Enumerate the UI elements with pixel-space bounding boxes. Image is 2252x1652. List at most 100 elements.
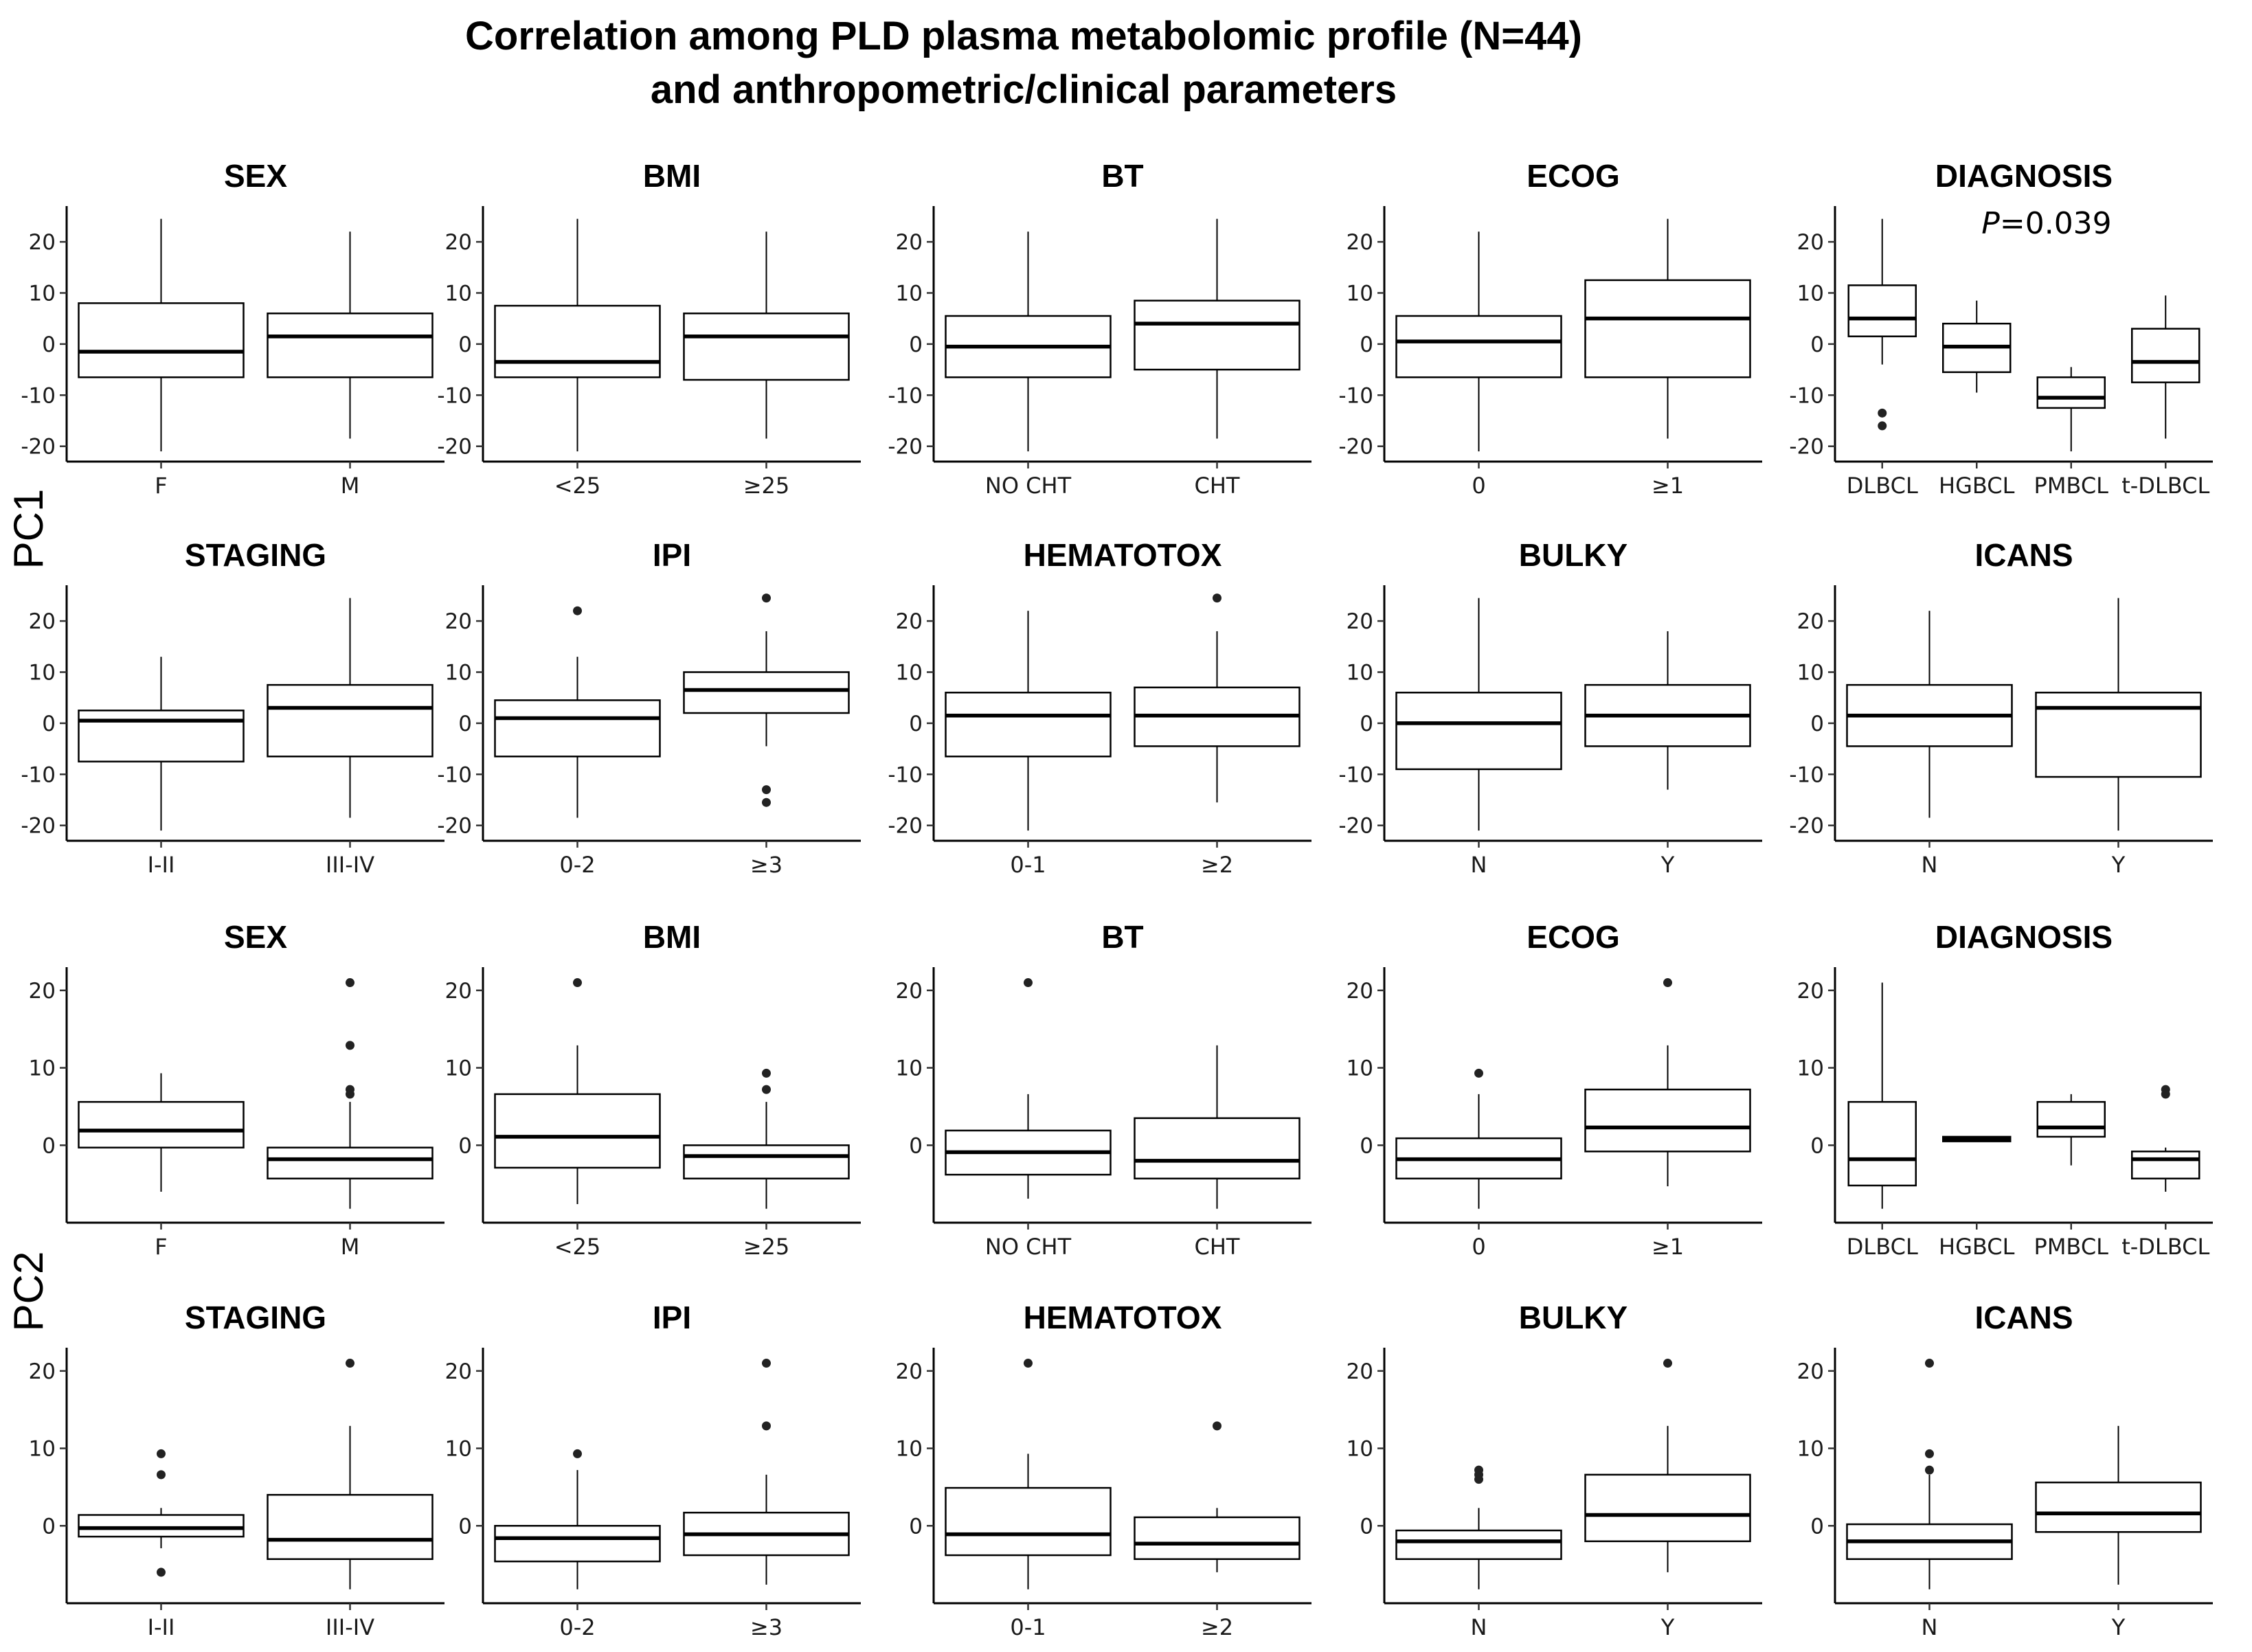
box-pc1-ecog-1 [1395, 231, 1562, 452]
y-tick-label: 10 [1797, 1056, 1824, 1081]
outlier-point [346, 1359, 354, 1368]
x-category-label: 0-2 [559, 852, 595, 878]
y-tick-label: 0 [458, 1133, 472, 1158]
y-tick-label: -20 [21, 814, 56, 839]
panel-pc2-ipi: IPI 0 10 20 0-2 ≥3 [445, 1300, 861, 1640]
y-tick-label: 10 [1347, 1056, 1373, 1081]
panel-pc2-hematotox: HEMATOTOX 0 10 20 0-1 ≥2 [896, 1300, 1311, 1640]
box-pc1-bt-2 [1134, 218, 1300, 439]
y-tick-label: 0 [1810, 332, 1824, 357]
y-tick-label: 0 [1360, 1514, 1373, 1539]
panel-title: ICANS [1974, 1300, 2073, 1335]
outlier-point [346, 978, 354, 988]
outlier-point [762, 1421, 771, 1431]
x-category-label: ≥2 [1201, 1614, 1233, 1640]
y-tick-label: 20 [445, 1359, 472, 1384]
box-pc2-diagnosis-2 [1942, 1135, 2012, 1142]
box-pc1-ecog-2 [1584, 218, 1751, 439]
x-category-label: CHT [1195, 473, 1240, 499]
box-pc1-ipi-1 [494, 606, 661, 818]
y-tick-label: 10 [896, 660, 923, 685]
panel-title: BT [1101, 158, 1143, 194]
box-pc1-bulky-2 [1584, 631, 1751, 790]
y-tick-label: 10 [445, 1437, 472, 1462]
iqr-box [2035, 691, 2202, 778]
y-tick-label: 10 [1347, 281, 1373, 306]
y-tick-label: 20 [445, 609, 472, 634]
y-tick-label: -20 [1789, 814, 1824, 839]
x-category-label: ≥25 [743, 473, 790, 499]
panel-title: IPI [653, 1300, 691, 1335]
y-tick-label: 0 [458, 712, 472, 736]
y-tick-label: 0 [1360, 1133, 1373, 1158]
panel-pc1-ecog: ECOG -20 -10 0 10 20 0 ≥1 [1338, 158, 1762, 499]
panel-title: DIAGNOSIS [1935, 919, 2113, 955]
x-category-label: PMBCL [2034, 473, 2109, 499]
box-pc2-hematotox-2 [1134, 1421, 1300, 1572]
p-value-annotation: P=0.039 [1981, 206, 2111, 241]
x-category-label: ≥3 [750, 1614, 782, 1640]
box-pc2-sex-1 [78, 1073, 245, 1192]
box-pc1-diagnosis-1 [1847, 218, 1917, 431]
panel-title: HEMATOTOX [1024, 1300, 1222, 1335]
y-tick-label: 20 [1347, 609, 1373, 634]
box-pc2-diagnosis-1 [1847, 982, 1917, 1209]
x-category-label: N [1922, 852, 1938, 878]
panel-pc1-bt: BT -20 -10 0 10 20 NO CHT CHT [888, 158, 1311, 499]
row-label-pc1: PC1 [5, 489, 52, 569]
y-tick-label: 0 [909, 712, 923, 736]
outlier-point [2161, 1089, 2170, 1099]
y-tick-label: -10 [437, 762, 472, 787]
iqr-box [267, 683, 433, 758]
y-tick-label: 10 [29, 660, 56, 685]
panel-title: BT [1101, 919, 1143, 955]
y-tick-label: 0 [458, 332, 472, 357]
outlier-point [1925, 1465, 1934, 1475]
y-tick-label: 20 [1347, 979, 1373, 1004]
box-pc2-icans-1 [1846, 1359, 2013, 1589]
y-tick-label: 0 [42, 1514, 56, 1539]
y-tick-label: 10 [896, 281, 923, 306]
y-tick-label: 20 [1797, 1359, 1824, 1384]
y-tick-label: 20 [29, 1359, 56, 1384]
y-tick-label: 20 [896, 609, 923, 634]
panel-pc2-staging: STAGING 0 10 20 I-II III-IV [29, 1300, 444, 1640]
x-category-label: DLBCL [1847, 473, 1918, 499]
box-pc2-ipi-1 [494, 1449, 661, 1589]
panel-title: STAGING [185, 1300, 326, 1335]
figure-title-line1: Correlation among PLD plasma metabolomic… [465, 14, 1582, 58]
y-tick-label: 10 [1797, 1437, 1824, 1462]
y-tick-label: 20 [896, 230, 923, 255]
y-tick-label: 20 [1797, 609, 1824, 634]
box-pc2-bulky-2 [1584, 1359, 1751, 1572]
box-pc1-staging-1 [78, 657, 245, 831]
y-tick-label: 0 [42, 712, 56, 736]
x-category-label: HGBCL [1939, 473, 2015, 499]
panel-title: SEX [224, 158, 287, 194]
x-category-label: ≥3 [750, 852, 782, 878]
iqr-box [2131, 1151, 2200, 1179]
box-pc2-ipi-2 [683, 1359, 850, 1585]
y-tick-label: -10 [888, 762, 923, 787]
box-pc1-hematotox-1 [945, 611, 1112, 831]
iqr-box [78, 710, 245, 762]
outlier-point [1474, 1475, 1483, 1484]
x-category-label: F [155, 1234, 167, 1260]
y-tick-label: 0 [1810, 1514, 1824, 1539]
y-tick-label: 0 [1810, 712, 1824, 736]
x-category-label: Y [1660, 852, 1675, 878]
outlier-point [762, 593, 771, 603]
y-tick-label: 10 [1347, 660, 1373, 685]
y-tick-label: 20 [445, 979, 472, 1004]
y-tick-label: 20 [29, 609, 56, 634]
y-tick-label: -10 [1789, 762, 1824, 787]
outlier-point [762, 1085, 771, 1094]
iqr-box [78, 302, 245, 378]
x-category-label: t-DLBCL [2121, 473, 2209, 499]
y-tick-label: 10 [29, 281, 56, 306]
panel-title: BULKY [1519, 537, 1628, 573]
y-tick-label: -20 [888, 814, 923, 839]
box-pc1-icans-2 [2035, 598, 2202, 831]
panel-title: STAGING [185, 537, 326, 573]
outlier-point [1024, 978, 1033, 988]
